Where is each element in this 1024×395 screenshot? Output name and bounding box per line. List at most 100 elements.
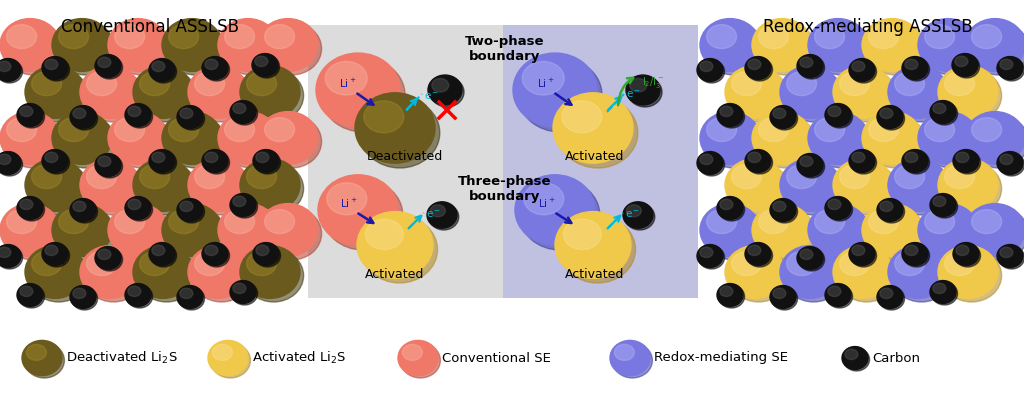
Ellipse shape: [232, 103, 246, 113]
Ellipse shape: [218, 19, 278, 71]
Ellipse shape: [892, 69, 951, 122]
Ellipse shape: [933, 283, 946, 293]
Ellipse shape: [932, 102, 957, 125]
Ellipse shape: [205, 59, 218, 70]
Ellipse shape: [84, 162, 143, 215]
Ellipse shape: [888, 66, 948, 118]
Ellipse shape: [151, 244, 176, 267]
Ellipse shape: [205, 245, 218, 256]
Ellipse shape: [52, 112, 112, 164]
Ellipse shape: [888, 246, 948, 298]
Text: I$_2$/I$_3^-$: I$_2$/I$_3^-$: [642, 75, 665, 90]
Ellipse shape: [180, 108, 193, 118]
Ellipse shape: [745, 150, 771, 173]
Ellipse shape: [731, 252, 762, 276]
Ellipse shape: [230, 280, 256, 303]
Ellipse shape: [87, 71, 117, 96]
Ellipse shape: [133, 246, 193, 298]
Ellipse shape: [58, 210, 89, 233]
Ellipse shape: [6, 24, 37, 49]
Ellipse shape: [247, 165, 276, 188]
Ellipse shape: [745, 56, 771, 79]
Ellipse shape: [717, 103, 743, 126]
Ellipse shape: [610, 340, 650, 376]
Ellipse shape: [139, 252, 170, 276]
Ellipse shape: [972, 24, 1001, 49]
Ellipse shape: [177, 286, 203, 308]
Ellipse shape: [783, 69, 844, 122]
Ellipse shape: [969, 115, 1024, 168]
Ellipse shape: [230, 101, 256, 124]
Text: Deactivated: Deactivated: [367, 150, 443, 163]
Ellipse shape: [759, 118, 788, 141]
Ellipse shape: [18, 285, 45, 308]
Ellipse shape: [191, 162, 252, 215]
Ellipse shape: [800, 156, 813, 167]
Ellipse shape: [752, 203, 812, 256]
Ellipse shape: [0, 247, 11, 258]
Ellipse shape: [166, 22, 225, 75]
Ellipse shape: [0, 152, 22, 175]
Ellipse shape: [955, 245, 969, 256]
Ellipse shape: [115, 24, 144, 49]
Ellipse shape: [748, 245, 761, 256]
Ellipse shape: [327, 183, 367, 215]
Ellipse shape: [318, 175, 398, 245]
Ellipse shape: [202, 56, 228, 79]
Ellipse shape: [254, 55, 280, 78]
Ellipse shape: [255, 56, 268, 67]
Ellipse shape: [944, 71, 975, 96]
Ellipse shape: [553, 93, 633, 163]
Ellipse shape: [725, 66, 785, 118]
Text: Li$^+$: Li$^+$: [538, 77, 555, 90]
Ellipse shape: [868, 24, 899, 49]
Ellipse shape: [849, 150, 874, 173]
Ellipse shape: [115, 118, 144, 141]
Ellipse shape: [703, 115, 764, 168]
Ellipse shape: [905, 59, 918, 70]
Ellipse shape: [128, 286, 141, 297]
Ellipse shape: [264, 118, 295, 141]
Ellipse shape: [6, 118, 37, 141]
Ellipse shape: [944, 252, 975, 276]
Ellipse shape: [44, 151, 70, 174]
Ellipse shape: [720, 286, 733, 297]
Ellipse shape: [938, 159, 998, 211]
Ellipse shape: [261, 115, 322, 168]
Ellipse shape: [255, 244, 281, 267]
Ellipse shape: [998, 246, 1024, 269]
Ellipse shape: [151, 60, 176, 83]
Ellipse shape: [244, 162, 303, 215]
Ellipse shape: [892, 249, 951, 302]
Ellipse shape: [879, 200, 904, 223]
Ellipse shape: [178, 287, 205, 310]
Text: Carbon: Carbon: [872, 352, 920, 365]
Ellipse shape: [862, 19, 922, 71]
Ellipse shape: [880, 288, 893, 299]
Ellipse shape: [95, 246, 121, 269]
Text: Activated: Activated: [565, 150, 625, 163]
Ellipse shape: [903, 244, 930, 267]
Ellipse shape: [868, 118, 899, 141]
Ellipse shape: [98, 249, 111, 260]
Ellipse shape: [0, 19, 60, 71]
Ellipse shape: [0, 112, 60, 164]
Ellipse shape: [112, 207, 172, 260]
Ellipse shape: [892, 162, 951, 215]
Ellipse shape: [697, 152, 723, 175]
Ellipse shape: [162, 19, 222, 71]
Ellipse shape: [52, 19, 112, 71]
Ellipse shape: [699, 154, 713, 165]
Ellipse shape: [139, 165, 170, 188]
Ellipse shape: [205, 152, 218, 163]
Ellipse shape: [256, 245, 269, 256]
Ellipse shape: [253, 243, 279, 265]
Ellipse shape: [877, 105, 903, 128]
Ellipse shape: [72, 200, 97, 223]
Ellipse shape: [95, 55, 121, 77]
Ellipse shape: [231, 195, 258, 218]
Ellipse shape: [17, 197, 43, 220]
Ellipse shape: [812, 115, 871, 168]
Ellipse shape: [361, 216, 437, 283]
Ellipse shape: [745, 243, 771, 265]
